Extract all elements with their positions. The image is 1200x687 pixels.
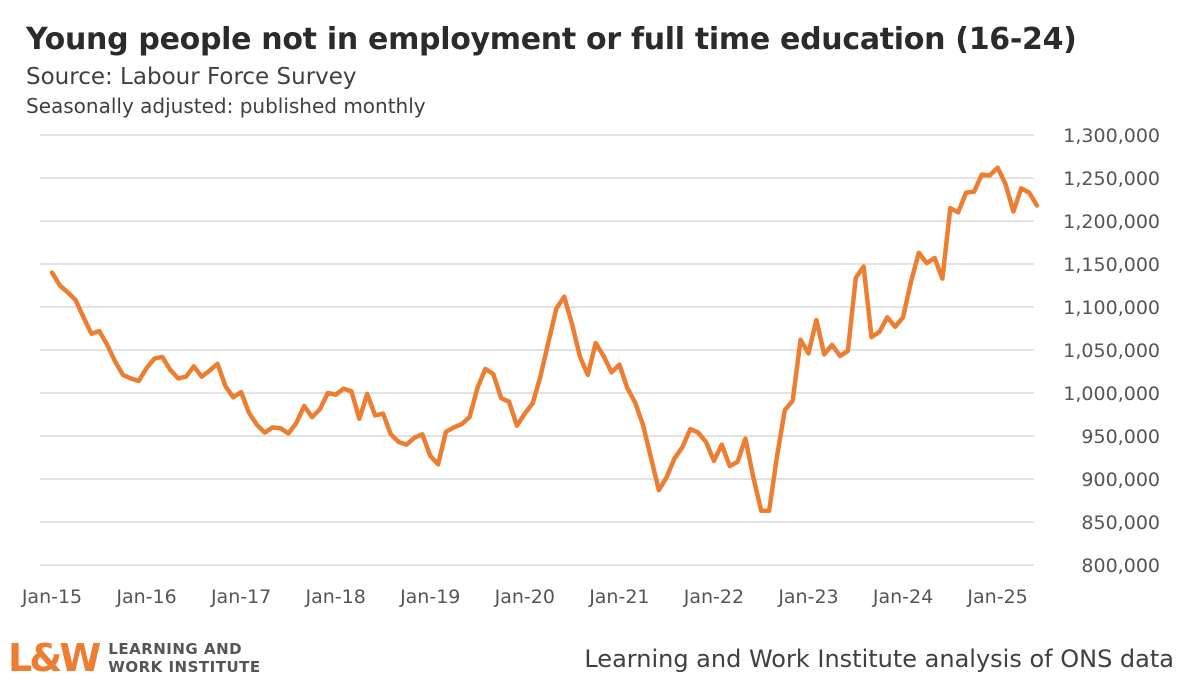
x-tick-label: Jan-21 bbox=[588, 586, 649, 608]
logo-mark: L&W bbox=[8, 636, 101, 680]
lw-logo: L&W LEARNING AND WORK INSTITUTE bbox=[8, 638, 261, 678]
y-tick-label: 1,250,000 bbox=[1063, 168, 1160, 190]
y-tick-label: 850,000 bbox=[1081, 512, 1160, 534]
chart-subtitle-source: Source: Labour Force Survey bbox=[26, 64, 357, 90]
x-tick-label: Jan-17 bbox=[210, 586, 271, 608]
y-axis-tick-labels: 800,000 850,000 900,000 950,000 1,000,000 1,0… bbox=[1063, 125, 1160, 577]
gridlines bbox=[40, 134, 1034, 566]
x-axis-tick-labels: Jan-15 Jan-16 Jan-17 Jan-18 Jan-19 Jan-20 Jan-… bbox=[21, 586, 1028, 608]
y-tick-label: 1,200,000 bbox=[1063, 211, 1160, 233]
x-tick-label: Jan-15 bbox=[21, 586, 82, 608]
x-tick-label: Jan-19 bbox=[399, 586, 460, 608]
series-line-neet bbox=[49, 165, 1040, 514]
y-tick-label: 1,100,000 bbox=[1063, 297, 1160, 319]
series-lines bbox=[49, 165, 1040, 514]
logo-text: LEARNING AND WORK INSTITUTE bbox=[108, 640, 260, 676]
chart-title: Young people not in employment or full t… bbox=[26, 22, 1077, 57]
x-tick-label: Jan-24 bbox=[872, 586, 933, 608]
footer-credit: Learning and Work Institute analysis of … bbox=[584, 645, 1174, 673]
logo-line-1: LEARNING AND bbox=[108, 640, 243, 658]
y-tick-label: 1,000,000 bbox=[1063, 383, 1160, 405]
y-tick-label: 800,000 bbox=[1081, 555, 1160, 577]
y-tick-label: 900,000 bbox=[1081, 469, 1160, 491]
y-tick-label: 1,050,000 bbox=[1063, 340, 1160, 362]
x-tick-label: Jan-18 bbox=[305, 586, 366, 608]
x-tick-label: Jan-20 bbox=[494, 586, 555, 608]
x-tick-label: Jan-23 bbox=[777, 586, 838, 608]
x-tick-label: Jan-16 bbox=[115, 586, 176, 608]
y-tick-label: 1,300,000 bbox=[1063, 125, 1160, 147]
chart-subtitle-adjustment: Seasonally adjusted: published monthly bbox=[26, 94, 426, 118]
x-tick-label: Jan-22 bbox=[683, 586, 744, 608]
logo-line-2: WORK INSTITUTE bbox=[108, 658, 261, 676]
x-tick-label: Jan-25 bbox=[966, 586, 1027, 608]
y-tick-label: 1,150,000 bbox=[1063, 254, 1160, 276]
y-tick-label: 950,000 bbox=[1081, 426, 1160, 448]
